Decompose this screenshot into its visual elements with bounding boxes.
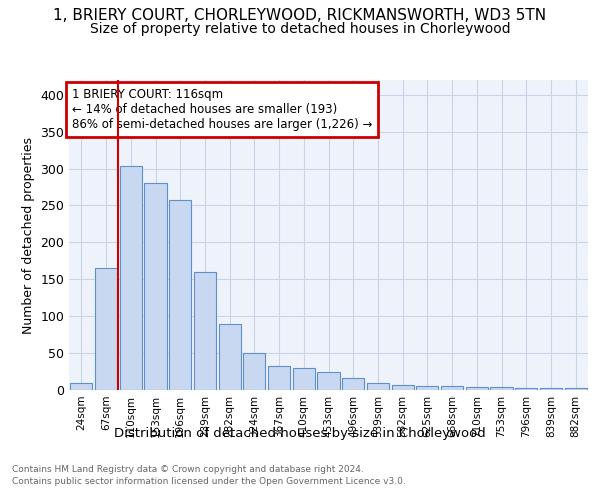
Bar [565,388,587,390]
Bar [416,386,439,390]
Text: Distribution of detached houses by size in Chorleywood: Distribution of detached houses by size … [114,428,486,440]
Bar [218,324,241,390]
Text: Contains public sector information licensed under the Open Government Licence v3: Contains public sector information licen… [12,478,406,486]
Bar [441,386,463,390]
Bar [392,385,414,390]
Bar [169,200,191,390]
Text: 1, BRIERY COURT, CHORLEYWOOD, RICKMANSWORTH, WD3 5TN: 1, BRIERY COURT, CHORLEYWOOD, RICKMANSWO… [53,8,547,22]
Bar [70,382,92,390]
Bar [367,384,389,390]
Bar [119,166,142,390]
Bar [194,272,216,390]
Bar [342,378,364,390]
Bar [95,268,117,390]
Bar [490,387,512,390]
Bar [466,387,488,390]
Bar [145,184,167,390]
Bar [540,388,562,390]
Bar [317,372,340,390]
Y-axis label: Number of detached properties: Number of detached properties [22,136,35,334]
Bar [293,368,315,390]
Text: Contains HM Land Registry data © Crown copyright and database right 2024.: Contains HM Land Registry data © Crown c… [12,465,364,474]
Bar [515,388,538,390]
Text: Size of property relative to detached houses in Chorleywood: Size of property relative to detached ho… [89,22,511,36]
Bar [268,366,290,390]
Bar [243,353,265,390]
Text: 1 BRIERY COURT: 116sqm
← 14% of detached houses are smaller (193)
86% of semi-de: 1 BRIERY COURT: 116sqm ← 14% of detached… [71,88,372,130]
